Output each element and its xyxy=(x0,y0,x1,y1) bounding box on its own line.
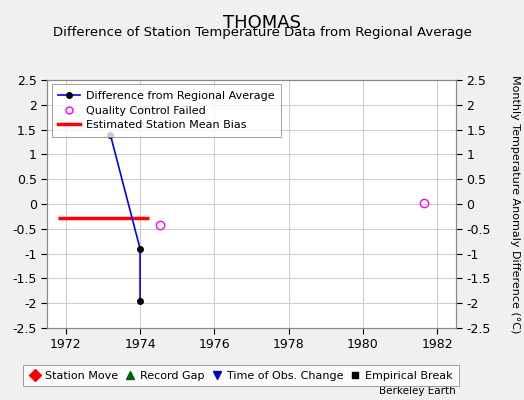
Legend: Difference from Regional Average, Quality Control Failed, Estimated Station Mean: Difference from Regional Average, Qualit… xyxy=(51,84,281,137)
Text: THOMAS: THOMAS xyxy=(223,14,301,32)
Y-axis label: Monthly Temperature Anomaly Difference (°C): Monthly Temperature Anomaly Difference (… xyxy=(510,75,520,333)
Text: Difference of Station Temperature Data from Regional Average: Difference of Station Temperature Data f… xyxy=(52,26,472,39)
Legend: Station Move, Record Gap, Time of Obs. Change, Empirical Break: Station Move, Record Gap, Time of Obs. C… xyxy=(24,365,458,386)
Text: Berkeley Earth: Berkeley Earth xyxy=(379,386,456,396)
